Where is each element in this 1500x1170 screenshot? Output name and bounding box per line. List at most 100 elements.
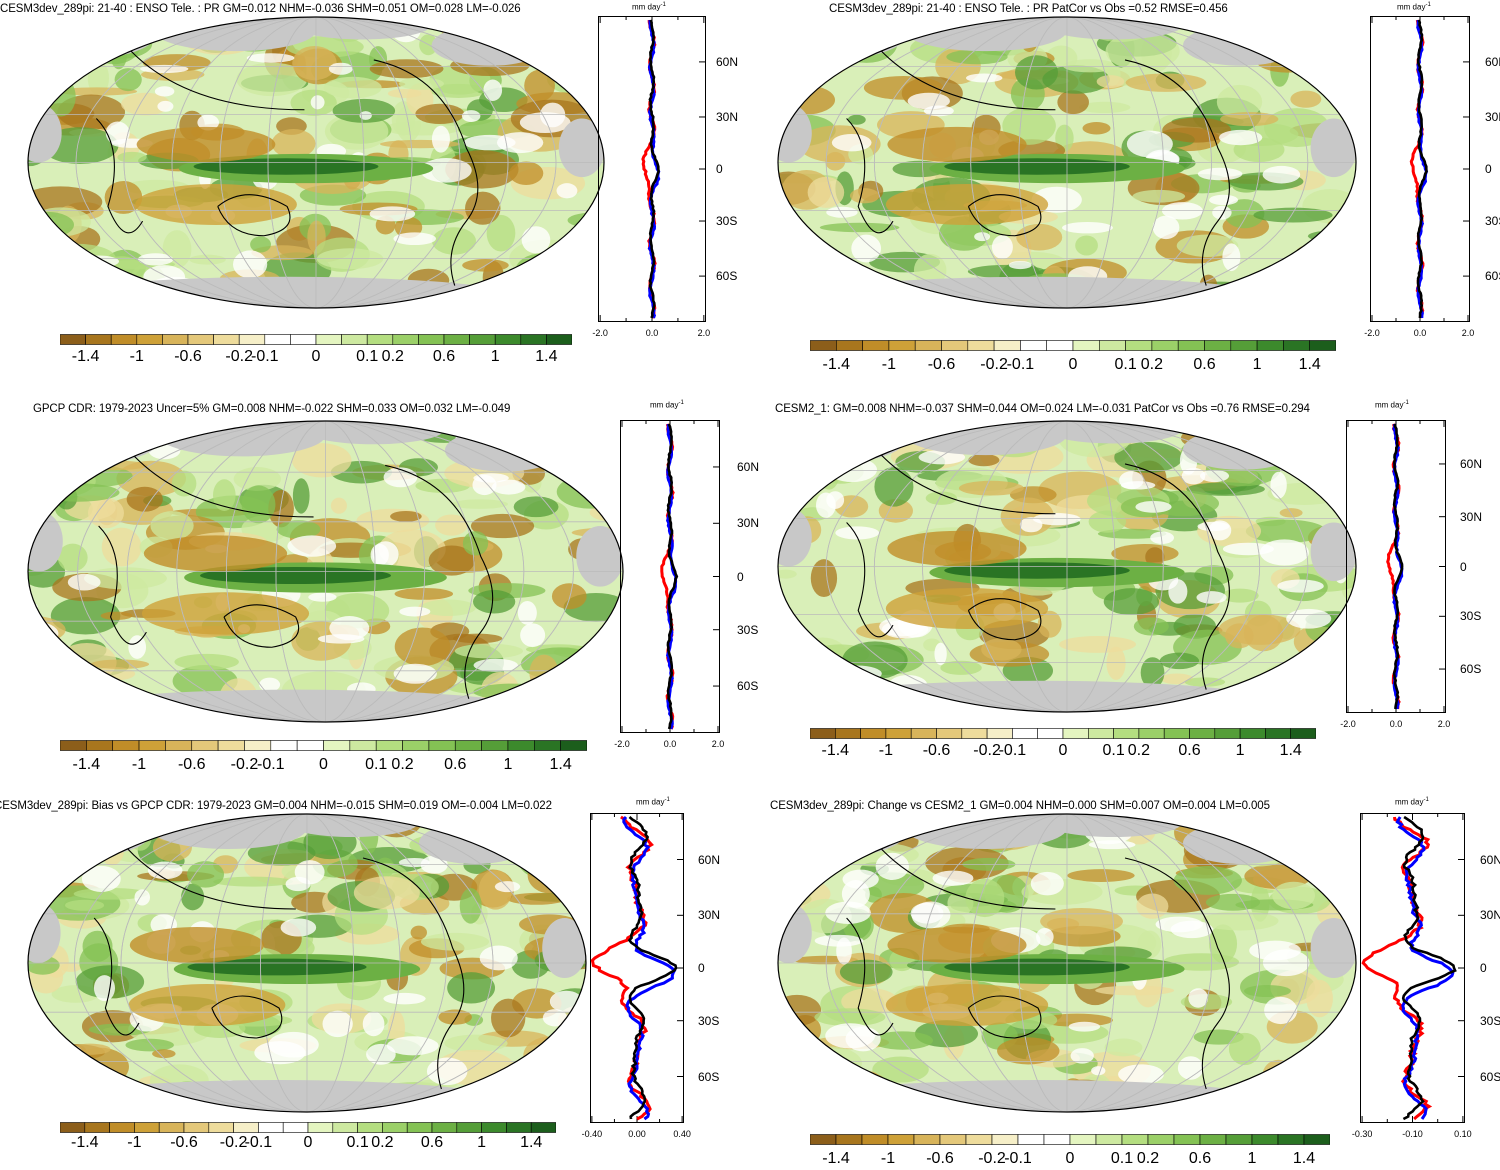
latitude-tick-label: 30N [737, 516, 760, 531]
colorbar-label: -0.1 [244, 1134, 273, 1151]
zonal-x-tick-label: 2.0 [711, 739, 725, 749]
colorbar-swatch [187, 334, 214, 345]
colorbar-swatch [1098, 340, 1126, 351]
colorbar-label: 1 [1247, 1150, 1257, 1167]
colorbar-swatch [861, 1134, 889, 1145]
colorbar-swatch [112, 740, 140, 751]
zonal-x-tick-label: 0.0 [645, 328, 659, 338]
colorbar-swatch [109, 1122, 135, 1133]
colorbar-swatch [939, 1134, 967, 1145]
latitude-tick-label: 30N [1460, 509, 1483, 524]
colorbar-swatch [349, 740, 377, 751]
latitude-tick-label: 60N [716, 54, 739, 69]
colorbar-label: -0.2 [225, 348, 253, 365]
latitude-tick-label: 30N [1480, 908, 1500, 923]
curve-black [1401, 815, 1457, 1121]
colorbar-label: -0.6 [174, 348, 202, 365]
colorbar-label: 0 [1058, 742, 1068, 759]
colorbar-swatch [936, 728, 963, 739]
colorbar-swatch [961, 728, 988, 739]
colorbar-swatch [1251, 1134, 1279, 1145]
curve-black [627, 816, 678, 1120]
colorbar [810, 728, 1316, 739]
curve-black [1392, 423, 1404, 710]
colorbar-label: -1.4 [822, 1150, 850, 1167]
colorbar-swatch [887, 1134, 915, 1145]
colorbar-label: 1.4 [549, 756, 572, 773]
colorbar-label: 0.1 [356, 348, 379, 365]
colorbar-swatch [443, 334, 470, 345]
colorbar-label: 0.2 [371, 1134, 394, 1151]
colorbar-swatch [520, 334, 547, 345]
latitude-tick-label: 60S [1480, 1069, 1500, 1084]
colorbar-label: -1 [881, 356, 897, 373]
colorbar-swatch [991, 1134, 1019, 1145]
colorbar-label: 1 [1252, 356, 1262, 373]
colorbar-swatch [967, 340, 995, 351]
latitude-tick-label: 30S [698, 1013, 720, 1028]
colorbar-label: 0.6 [444, 756, 467, 773]
zonal-x-tick-label: -2.0 [1364, 328, 1380, 338]
colorbar-label: -0.1 [251, 348, 279, 365]
colorbar-swatch [134, 1122, 160, 1133]
colorbar-label: -1.4 [71, 1134, 99, 1151]
colorbar-label: 0.6 [1178, 742, 1201, 759]
colorbar-swatch [810, 728, 836, 739]
world-map-robinson [27, 16, 605, 309]
colorbar [810, 340, 1336, 351]
colorbar-swatch [1017, 1134, 1045, 1145]
latitude-tick-label: 60N [1460, 456, 1483, 471]
zonal-x-tick-label: 0.0 [1389, 719, 1403, 729]
colorbar-swatch [1037, 728, 1064, 739]
colorbar-swatch [993, 340, 1021, 351]
colorbar-swatch [1283, 340, 1310, 351]
latitude-tick-label: 60S [698, 1069, 720, 1084]
zonal-unit-label: mm day-1 [632, 2, 666, 12]
panel-title: GPCP CDR: 1979-2023 Uncer=5% GM=0.008 NH… [33, 403, 511, 415]
colorbar-label: 0.1 [1114, 356, 1137, 373]
curve-black [648, 19, 660, 319]
colorbar-label: 1 [503, 756, 513, 773]
zonal-x-tick-label: -2.0 [614, 739, 630, 749]
colorbar-swatch [84, 1122, 110, 1133]
colorbar-label: 0 [1068, 356, 1078, 373]
colorbar-swatch [60, 334, 86, 345]
colorbar-swatch [315, 334, 342, 345]
colorbar-swatch [941, 340, 969, 351]
colorbar-swatch [208, 1122, 234, 1133]
colorbar-swatch [810, 340, 837, 351]
zonal-unit-label: mm day-1 [1395, 797, 1429, 807]
zonal-unit-label: mm day-1 [650, 400, 684, 410]
colorbar [60, 334, 572, 345]
colorbar-swatch [860, 728, 887, 739]
colorbar-swatch [1125, 340, 1153, 351]
colorbar-label: 0 [311, 348, 321, 365]
colorbar [810, 1134, 1330, 1145]
zonal-unit-label: mm day-1 [636, 797, 670, 807]
panel-title: CESM3dev_289pi: 21-40 : ENSO Tele. : PR … [829, 3, 1228, 15]
zonal-unit-label: mm day-1 [1375, 400, 1409, 410]
colorbar-label: 0.2 [391, 756, 414, 773]
colorbar-swatch [85, 334, 112, 345]
colorbar-label: -0.2 [980, 356, 1008, 373]
colorbar-swatch [1290, 728, 1316, 739]
colorbar-swatch [1225, 1134, 1253, 1145]
colorbar-swatch [1199, 1134, 1227, 1145]
latitude-tick-label: 30S [716, 214, 738, 229]
colorbar-label: 1 [490, 348, 500, 365]
colorbar-swatch [431, 1122, 458, 1133]
colorbar-label: -1 [880, 1150, 896, 1167]
colorbar-swatch [546, 334, 572, 345]
colorbar-label: 0.6 [1193, 356, 1216, 373]
colorbar-label: 1.4 [520, 1134, 543, 1151]
colorbar-swatch [60, 1122, 86, 1133]
latitude-tick-label: 60S [1460, 662, 1482, 677]
panel-title: CESM3dev_289pi: Bias vs GPCP CDR: 1979-2… [0, 800, 552, 812]
colorbar-swatch [507, 740, 535, 751]
colorbar-swatch [494, 334, 522, 345]
colorbar-swatch [1095, 1134, 1123, 1145]
panel-title: CESM3dev_289pi: 21-40 : ENSO Tele. : PR … [0, 3, 521, 15]
colorbar-swatch [332, 1122, 358, 1133]
curve-black [1416, 19, 1428, 319]
colorbar-swatch [888, 340, 916, 351]
